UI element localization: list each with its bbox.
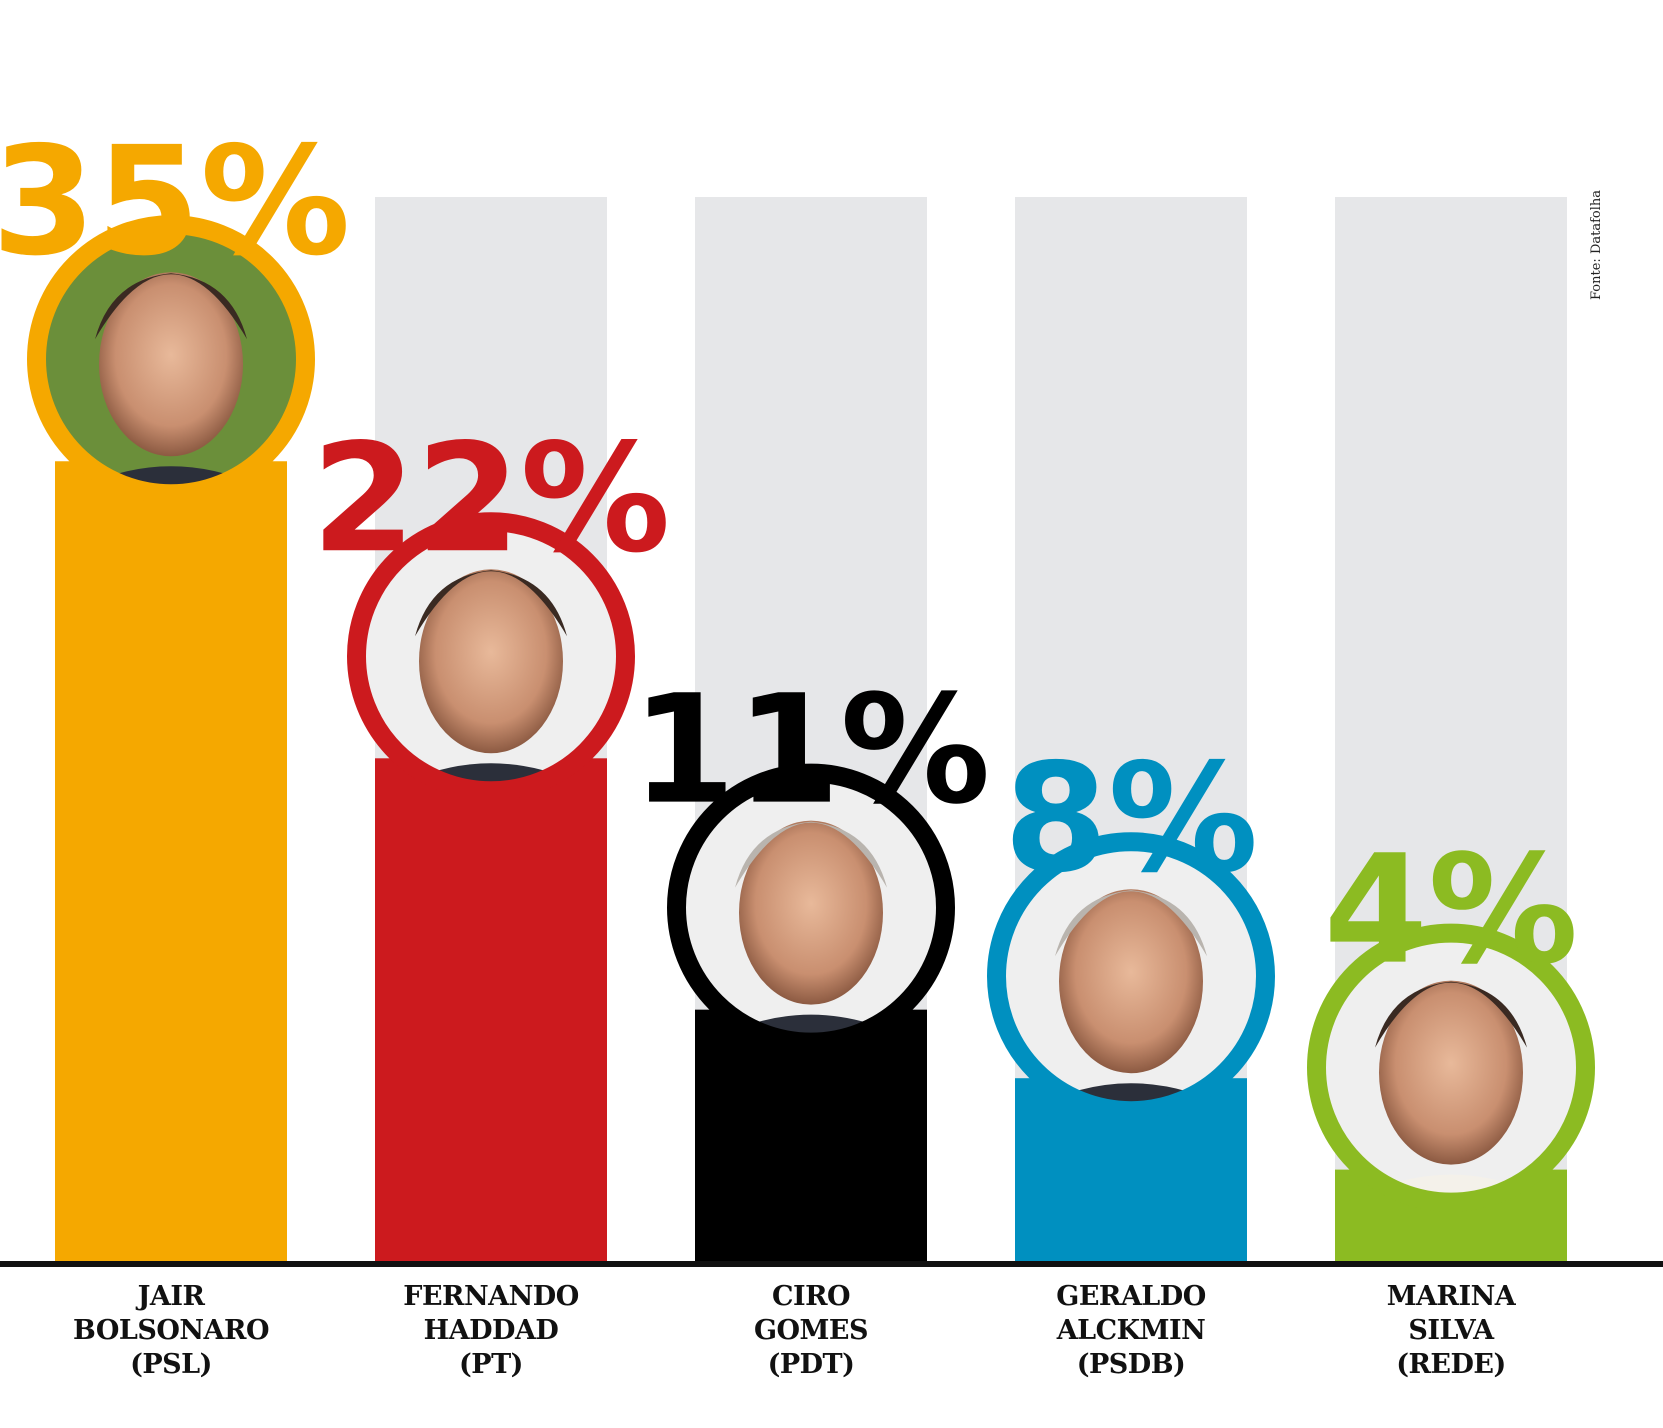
category-label: ALCKMIN: [1056, 1315, 1206, 1346]
value-label: 8%: [1004, 732, 1259, 906]
value-label: 11%: [631, 664, 990, 838]
photo-ring: [1307, 923, 1595, 1212]
category-label: GOMES: [754, 1315, 868, 1346]
photo-ring: [27, 215, 315, 504]
source-note: Fonte: Datafolha: [1589, 190, 1604, 300]
bar: [375, 758, 607, 1261]
bar: [55, 461, 287, 1261]
category-label: (PDT): [768, 1349, 855, 1380]
value-bars: [55, 461, 1567, 1261]
category-label: GERALDO: [1056, 1281, 1205, 1312]
candidate-photo: [987, 832, 1275, 1121]
value-label: 35%: [0, 115, 351, 289]
category-label: SILVA: [1408, 1315, 1495, 1346]
photo-ring: [987, 832, 1275, 1121]
category-label: HADDAD: [424, 1315, 559, 1346]
photo-ring: [667, 763, 955, 1052]
candidate-photo: [27, 215, 315, 504]
category-label: (REDE): [1396, 1349, 1506, 1380]
value-labels: 35% 22% 11% 8% 4%: [0, 115, 1578, 997]
category-label: JAIR: [136, 1281, 206, 1312]
category-label: (PSL): [130, 1349, 212, 1380]
category-label: CIRO: [772, 1281, 850, 1312]
category-label: FERNANDO: [403, 1281, 578, 1312]
candidate-photo: [1307, 923, 1595, 1212]
candidate-photos: [27, 215, 1595, 1212]
value-label: 22%: [311, 412, 670, 586]
candidate-photo: [347, 512, 635, 801]
category-label: (PT): [459, 1349, 523, 1380]
value-label: 4%: [1324, 824, 1579, 998]
photo-ring: [347, 512, 635, 801]
category-label: (PSDB): [1077, 1349, 1186, 1380]
candidate-photo: [667, 763, 955, 1052]
category-label: BOLSONARO: [73, 1315, 269, 1346]
category-label: MARINA: [1387, 1281, 1517, 1312]
